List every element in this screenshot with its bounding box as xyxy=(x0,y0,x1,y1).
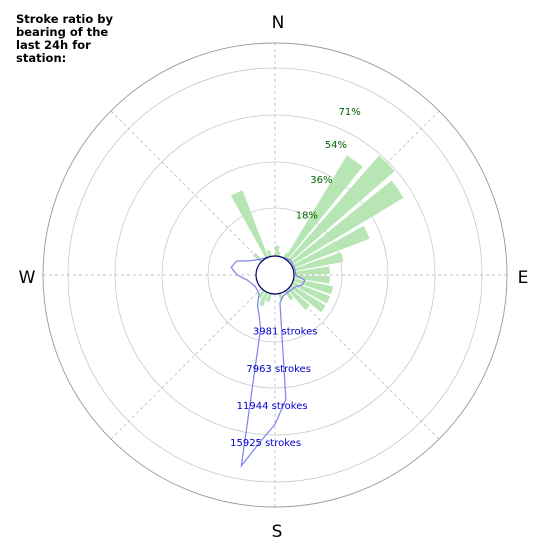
ratio-bar xyxy=(292,252,344,272)
polar-grid xyxy=(42,42,508,508)
compass-label-north: N xyxy=(272,13,285,33)
grid-spoke xyxy=(110,288,262,440)
ratio-tick-label: 71% xyxy=(339,107,361,118)
compass-label-east: E xyxy=(518,268,529,288)
ratio-bar xyxy=(291,281,331,304)
compass-label-south: S xyxy=(272,522,283,542)
strokes-tick-label: 15925 strokes xyxy=(230,438,301,449)
ratio-bar xyxy=(291,225,370,269)
ratio-tick-label: 36% xyxy=(310,175,332,186)
grid-ring xyxy=(161,161,389,389)
ratio-bar xyxy=(284,155,363,261)
ratio-tick-label: 18% xyxy=(296,210,318,221)
ratio-bar xyxy=(293,275,330,284)
ratio-bar xyxy=(230,190,269,259)
ratio-bar xyxy=(275,245,280,257)
ratio-bar xyxy=(266,250,272,258)
ratio-tick-label: 54% xyxy=(325,140,347,151)
strokes-layer xyxy=(230,255,306,468)
ratio-bar xyxy=(287,155,395,263)
ratio-bar xyxy=(257,289,266,299)
grid-spoke xyxy=(288,288,440,440)
strokes-tick-labels: 3981 strokes 7963 strokes 11944 strokes 159… xyxy=(230,327,317,449)
ratio-bar xyxy=(276,251,281,257)
ratio-bar xyxy=(252,252,263,263)
ratio-bar xyxy=(289,284,326,313)
chart-title: Stroke ratio by bearing of the last 24h … xyxy=(16,12,113,65)
ratio-bars xyxy=(230,155,404,313)
ratio-bar xyxy=(293,266,330,275)
ratio-bar xyxy=(258,291,269,307)
center-circle xyxy=(255,255,295,295)
ratio-bar xyxy=(266,292,272,302)
grid-spoke xyxy=(110,110,262,262)
strokes-tick-label: 11944 strokes xyxy=(237,401,308,412)
strokes-tick-label: 3981 strokes xyxy=(253,327,318,338)
ratio-tick-labels: 18% 36% 54% 71% xyxy=(296,107,361,221)
strokes-tick-label: 7963 strokes xyxy=(246,364,311,375)
ratio-bar xyxy=(287,287,311,311)
ratio-bar xyxy=(289,180,404,266)
compass-label-west: W xyxy=(19,268,36,288)
strokes-line xyxy=(230,255,306,468)
